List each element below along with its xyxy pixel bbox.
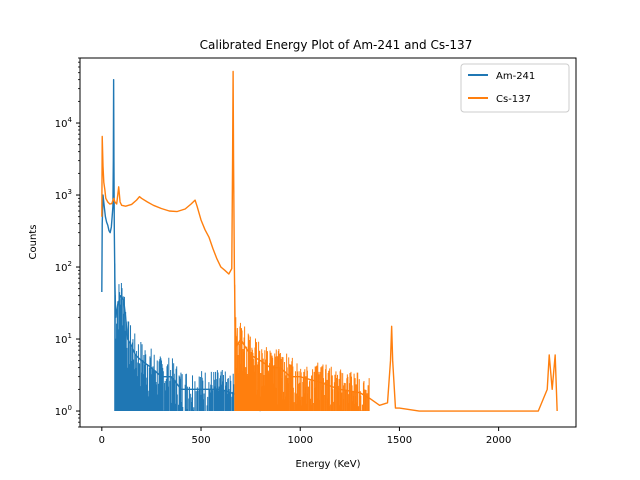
y-tick-label: 102 [55, 260, 72, 274]
plot-area [101, 70, 558, 412]
legend: Am-241 Cs-137 [460, 63, 570, 113]
legend-label-am-241: Am-241 [496, 71, 535, 82]
plot-frame [79, 57, 577, 428]
x-tick-label: 1000 [287, 435, 312, 446]
legend-label-cs-137: Cs-137 [496, 94, 531, 105]
x-tick-label: 500 [191, 435, 210, 446]
x-tick-label: 1500 [387, 435, 412, 446]
y-tick-label: 103 [55, 188, 72, 202]
x-tick-label: 0 [99, 435, 105, 446]
chart-title: Calibrated Energy Plot of Am-241 and Cs-… [200, 38, 473, 52]
y-tick-label: 100 [55, 404, 72, 418]
y-tick-label: 101 [55, 332, 72, 346]
y-tick-label: 104 [55, 116, 73, 130]
y-axis: 100 101 102 103 104 [55, 57, 80, 428]
y-axis-title: Counts [28, 225, 39, 260]
x-tick-label: 2000 [486, 435, 511, 446]
x-axis: 0 500 1000 1500 2000 [99, 427, 511, 446]
series-noise-cs-137 [234, 284, 370, 412]
series-line-cs-137 [101, 70, 558, 412]
x-axis-title: Energy (KeV) [295, 459, 360, 470]
series-layer [101, 70, 558, 412]
